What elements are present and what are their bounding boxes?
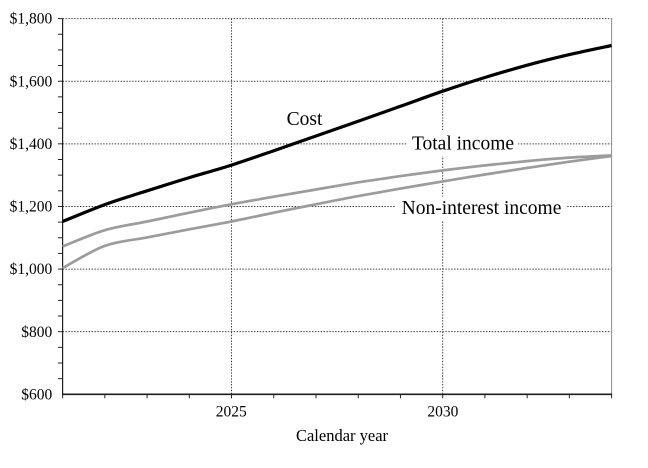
svg-text:Cost: Cost: [287, 109, 323, 130]
svg-text:$1,400: $1,400: [10, 136, 53, 153]
svg-text:2030: 2030: [427, 403, 458, 420]
svg-text:Calendar year: Calendar year: [296, 426, 389, 445]
svg-text:$1,200: $1,200: [10, 199, 53, 216]
svg-text:$1,800: $1,800: [10, 11, 53, 28]
svg-text:$1,000: $1,000: [10, 261, 53, 278]
svg-text:$1,600: $1,600: [10, 73, 53, 90]
svg-text:Total income: Total income: [412, 133, 514, 154]
svg-text:$800: $800: [21, 324, 52, 341]
svg-text:Non-interest income: Non-interest income: [402, 198, 562, 219]
svg-text:$600: $600: [21, 386, 52, 403]
svg-text:2025: 2025: [216, 403, 247, 420]
